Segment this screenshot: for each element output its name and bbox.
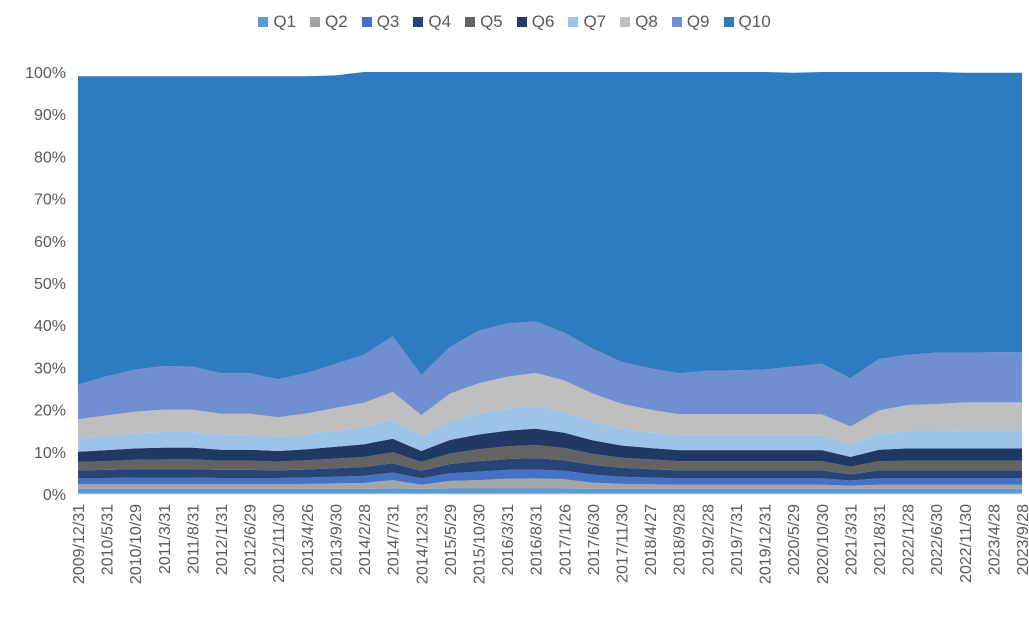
area-series-q2 bbox=[78, 478, 1022, 489]
x-tick-label: 2015/5/29 bbox=[443, 504, 460, 575]
x-tick-label: 2016/3/31 bbox=[500, 504, 517, 575]
x-tick-label: 2012/11/30 bbox=[271, 504, 288, 583]
x-tick-label: 2009/12/31 bbox=[71, 504, 88, 584]
y-tick-label: 90% bbox=[34, 107, 66, 124]
legend-swatch bbox=[620, 17, 631, 27]
x-tick-label: 2017/6/30 bbox=[586, 504, 603, 575]
x-tick-label: 2022/11/30 bbox=[958, 504, 975, 583]
x-tick-label: 2019/7/31 bbox=[729, 504, 746, 575]
legend-swatch bbox=[671, 17, 682, 27]
y-tick-label: 100% bbox=[25, 65, 66, 82]
x-tick-label: 2017/1/26 bbox=[557, 504, 574, 575]
y-tick-label: 70% bbox=[34, 192, 66, 209]
x-tick-label: 2023/4/28 bbox=[986, 504, 1003, 575]
area-series-q5 bbox=[78, 445, 1022, 475]
x-tick-label: 2022/1/28 bbox=[901, 504, 918, 575]
legend-label: Q10 bbox=[738, 12, 771, 31]
x-tick-label: 2018/4/27 bbox=[643, 504, 660, 575]
x-tick-label: 2014/7/31 bbox=[386, 504, 403, 575]
area-series-q10 bbox=[78, 72, 1022, 385]
x-tick-label: 2017/11/30 bbox=[615, 504, 632, 583]
legend-item-q1: Q1 bbox=[258, 12, 296, 32]
area-series-q4 bbox=[78, 458, 1022, 481]
area-series-q1 bbox=[78, 488, 1022, 494]
y-tick-label: 50% bbox=[34, 276, 66, 293]
legend-label: Q2 bbox=[325, 12, 348, 31]
area-series-group bbox=[78, 72, 1022, 494]
x-tick-label: 2019/12/31 bbox=[758, 504, 775, 584]
x-tick-label: 2012/6/29 bbox=[243, 504, 260, 575]
y-tick-label: 10% bbox=[34, 445, 66, 462]
area-series-q6 bbox=[78, 428, 1022, 467]
x-tick-label: 2021/8/31 bbox=[872, 504, 889, 575]
x-tick-label: 2018/9/28 bbox=[672, 504, 689, 575]
area-series-q3 bbox=[78, 469, 1022, 486]
legend-label: Q8 bbox=[635, 12, 658, 31]
legend-item-q3: Q3 bbox=[361, 12, 400, 32]
legend-swatch bbox=[310, 17, 321, 27]
x-tick-label: 2020/5/29 bbox=[786, 504, 803, 575]
legend-item-q9: Q9 bbox=[671, 12, 710, 32]
legend-swatch bbox=[465, 17, 476, 27]
y-tick-label: 80% bbox=[34, 149, 66, 166]
legend-label: Q9 bbox=[686, 12, 710, 31]
legend-item-q2: Q2 bbox=[310, 12, 348, 32]
y-tick-label: 30% bbox=[34, 360, 66, 377]
legend-label: Q4 bbox=[428, 12, 452, 31]
x-tick-label: 2011/3/31 bbox=[157, 504, 174, 574]
y-tick-label: 20% bbox=[34, 403, 66, 420]
legend-item-q6: Q6 bbox=[516, 12, 555, 32]
legend-swatch bbox=[413, 17, 424, 27]
y-tick-label: 40% bbox=[34, 318, 66, 335]
area-series-q8 bbox=[78, 372, 1022, 445]
chart-legend: Q1 Q2 Q3 Q4 Q5 Q6 Q7 Q8 Q9 Q10 bbox=[0, 12, 1029, 32]
x-tick-label: 2021/3/31 bbox=[843, 504, 860, 575]
x-tick-label: 2022/6/30 bbox=[929, 504, 946, 575]
x-tick-label: 2014/2/28 bbox=[357, 504, 374, 575]
legend-item-q8: Q8 bbox=[620, 12, 658, 32]
x-tick-label: 2010/10/29 bbox=[128, 504, 145, 584]
x-tick-label: 2015/10/30 bbox=[472, 504, 489, 584]
legend-swatch bbox=[723, 17, 734, 27]
x-tick-label: 2011/8/31 bbox=[185, 504, 202, 574]
legend-swatch bbox=[361, 17, 372, 27]
legend-label: Q6 bbox=[531, 12, 555, 31]
x-tick-label: 2020/10/30 bbox=[815, 504, 832, 584]
legend-item-q10: Q10 bbox=[723, 12, 771, 32]
x-axis: 2009/12/31 2010/5/31 2010/10/29 2011/3/31 20… bbox=[71, 493, 1029, 584]
y-axis: 0% 10% 20% 30% 40% 50% 60% 70% 80% 90% 100% bbox=[25, 65, 66, 504]
legend-label: Q1 bbox=[273, 12, 297, 31]
y-tick-label: 60% bbox=[34, 234, 66, 251]
legend-label: Q7 bbox=[583, 12, 607, 31]
x-tick-label: 2013/4/26 bbox=[300, 504, 317, 575]
x-tick-label: 2014/12/31 bbox=[414, 504, 431, 584]
legend-item-q5: Q5 bbox=[465, 12, 503, 32]
y-tick-label: 0% bbox=[43, 487, 66, 504]
x-tick-label: 2016/8/31 bbox=[529, 504, 546, 575]
legend-item-q4: Q4 bbox=[413, 12, 451, 32]
legend-swatch bbox=[568, 17, 579, 27]
x-tick-label: 2023/9/28 bbox=[1015, 504, 1029, 575]
legend-label: Q5 bbox=[480, 12, 503, 31]
x-tick-label: 2019/2/28 bbox=[700, 504, 717, 575]
area-series-q7 bbox=[78, 405, 1022, 457]
legend-swatch bbox=[516, 17, 527, 27]
x-tick-label: 2012/1/31 bbox=[214, 504, 231, 575]
legend-item-q7: Q7 bbox=[568, 12, 606, 32]
legend-swatch bbox=[258, 17, 269, 27]
x-tick-label: 2013/9/30 bbox=[329, 504, 346, 575]
legend-label: Q3 bbox=[376, 12, 400, 31]
area-series-q9 bbox=[78, 321, 1022, 427]
x-tick-label: 2010/5/31 bbox=[100, 504, 117, 575]
